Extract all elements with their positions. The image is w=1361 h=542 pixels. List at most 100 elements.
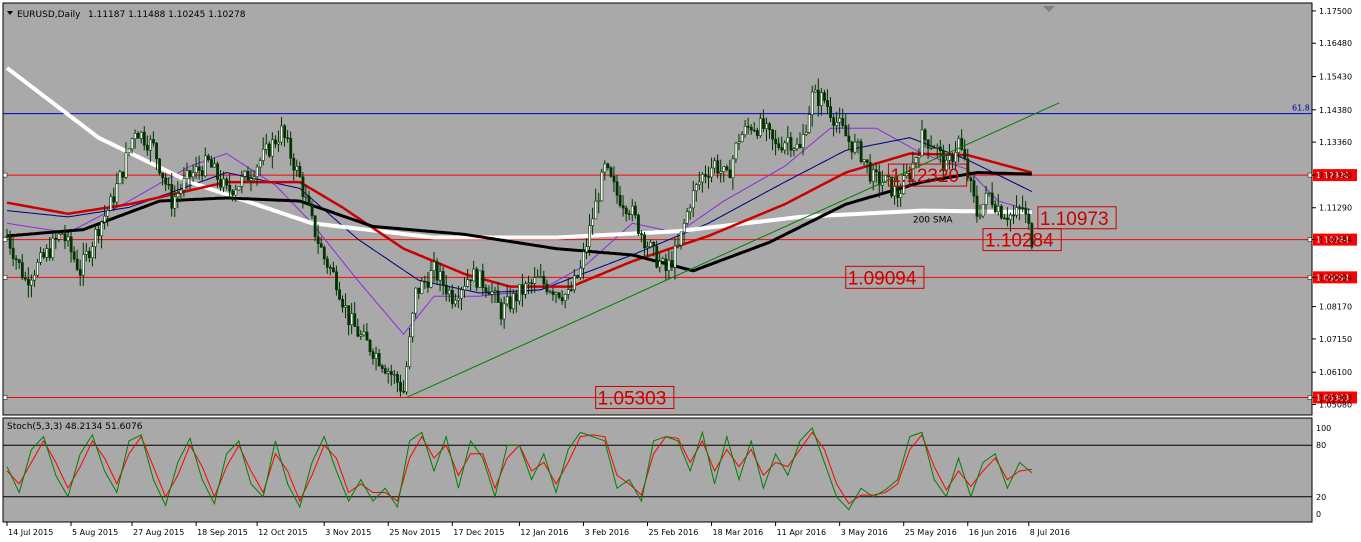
- candle-body: [594, 200, 598, 220]
- candle-body: [658, 261, 662, 268]
- candle-body: [185, 170, 189, 180]
- candle-body: [536, 276, 540, 279]
- candle-body: [835, 121, 839, 126]
- candle-body: [289, 138, 293, 159]
- candle-body: [844, 125, 848, 137]
- candle-body: [978, 215, 982, 218]
- candle-body: [389, 371, 393, 375]
- time-tick-label: 3 May 2016: [841, 528, 888, 537]
- candle-body: [17, 259, 21, 263]
- candle-body: [142, 131, 146, 146]
- symbol-label: EURUSD,Daily: [17, 10, 81, 20]
- candle-body: [100, 221, 104, 237]
- stochastic-pane-background: [3, 418, 1312, 522]
- candle-body: [286, 137, 290, 139]
- candle-body: [847, 135, 851, 142]
- candle-body: [1027, 213, 1031, 224]
- candle-body: [124, 152, 128, 178]
- candle-body: [298, 166, 302, 178]
- candle-body: [755, 130, 759, 136]
- sma-annotation-label: 200 SMA: [913, 216, 954, 226]
- candle-body: [716, 160, 720, 174]
- candle-body: [664, 258, 668, 271]
- candle-body: [164, 177, 168, 185]
- candle-body: [679, 231, 683, 246]
- candle-body: [313, 215, 317, 238]
- candle-body: [60, 233, 64, 236]
- collapse-triangle-icon[interactable]: [7, 11, 13, 15]
- candle-body: [213, 163, 216, 168]
- candle-body: [322, 246, 326, 260]
- price-annotation-text: 1.05303: [598, 388, 667, 409]
- candle-body: [420, 281, 424, 294]
- candle-body: [45, 248, 49, 258]
- candle-body: [338, 289, 341, 300]
- candle-body: [264, 143, 268, 150]
- candle-body: [499, 302, 503, 320]
- price-tick-label: 1.05080: [1319, 401, 1352, 410]
- chart-shift-marker-icon[interactable]: [1043, 6, 1055, 12]
- candle-body: [393, 374, 396, 376]
- candle-body: [649, 241, 653, 247]
- candle-body: [765, 123, 768, 129]
- candle-body: [609, 167, 613, 177]
- candle-body: [673, 245, 677, 268]
- candle-body: [109, 196, 113, 211]
- candle-body: [548, 291, 552, 293]
- candle-body: [945, 159, 948, 171]
- price-annotation-text: 1.12320: [890, 166, 959, 187]
- candle-body: [267, 143, 271, 157]
- candle-body: [774, 138, 778, 145]
- candle-body: [435, 261, 439, 281]
- level-anchor-handle: [2, 172, 8, 178]
- stochastic-pane-frame: [2, 417, 1313, 523]
- candle-body: [292, 157, 296, 171]
- candle-body: [566, 289, 570, 295]
- candle-body: [57, 233, 61, 240]
- candle-body: [734, 142, 738, 160]
- candle-body: [252, 176, 256, 179]
- candle-body: [923, 129, 927, 141]
- candle-body: [518, 284, 521, 302]
- candle-body: [139, 131, 143, 139]
- candle-body: [948, 155, 951, 161]
- candle-body: [704, 174, 707, 177]
- candle-body: [454, 299, 457, 305]
- candle-body: [917, 155, 921, 159]
- candle-body: [106, 210, 110, 217]
- price-tick-label: 1.06100: [1319, 368, 1352, 377]
- candle-body: [710, 167, 714, 178]
- candle-body: [277, 141, 280, 145]
- price-tick-label: 1.17500: [1319, 7, 1352, 16]
- candle-body: [91, 246, 94, 258]
- candle-body: [423, 281, 427, 283]
- candle-body: [200, 170, 204, 177]
- candle-body: [670, 259, 674, 268]
- candle-body: [225, 178, 229, 186]
- candle-body: [533, 277, 537, 284]
- candle-body: [307, 195, 311, 206]
- candle-body: [661, 258, 665, 262]
- candle-body: [545, 283, 549, 293]
- candle-body: [283, 125, 287, 138]
- candle-body: [530, 282, 534, 285]
- candle-body: [963, 149, 967, 160]
- candle-body: [33, 274, 36, 281]
- candle-body: [51, 237, 55, 258]
- candle-body: [438, 271, 442, 281]
- level-price-badge-text: 1.09094: [1316, 273, 1349, 282]
- candle-body: [655, 245, 659, 268]
- candle-body: [228, 184, 232, 192]
- time-tick-label: 3 Feb 2016: [584, 528, 629, 537]
- candle-body: [149, 139, 152, 151]
- candle-body: [460, 289, 463, 299]
- candle-body: [990, 192, 994, 206]
- candle-body: [807, 114, 811, 133]
- candle-body: [515, 293, 518, 302]
- candle-body: [377, 353, 381, 367]
- candle-body: [993, 204, 997, 213]
- price-pane-frame: [2, 2, 1313, 416]
- candle-body: [768, 123, 772, 131]
- candle-body: [450, 289, 454, 305]
- candle-body: [685, 211, 689, 224]
